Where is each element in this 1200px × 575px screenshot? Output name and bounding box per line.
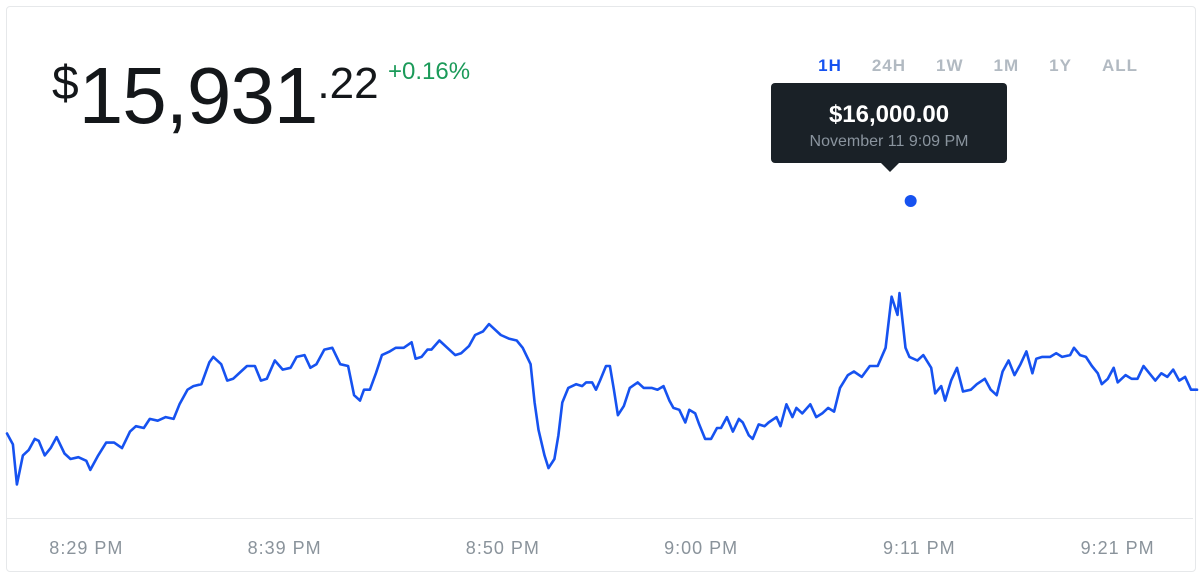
x-tick-label: 8:29 PM <box>49 538 124 558</box>
price-decimal: .22 <box>317 59 379 108</box>
price-change: +0.16% <box>388 58 471 85</box>
range-1y[interactable]: 1Y <box>1049 56 1072 75</box>
x-tick-label: 9:11 PM <box>882 538 956 558</box>
price-integer: 15,931 <box>78 51 319 140</box>
x-tick-label: 9:00 PM <box>664 538 739 558</box>
range-all[interactable]: ALL <box>1101 56 1138 75</box>
x-axis-line <box>7 518 1193 519</box>
tooltip-date: November 11 9:09 PM <box>809 133 969 150</box>
price-currency: $ <box>52 57 79 110</box>
x-tick-label: 8:50 PM <box>465 538 540 558</box>
time-range-selector: 1H 24H 1W 1M 1Y ALL <box>788 56 1138 76</box>
current-price: $15,931.22 <box>52 40 379 136</box>
range-1h[interactable]: 1H <box>818 56 842 75</box>
price-series-line <box>5 291 1199 486</box>
hover-point <box>904 195 917 207</box>
x-tick-label: 8:39 PM <box>247 538 322 558</box>
tooltip-value: $16,000.00 <box>828 101 950 128</box>
x-tick-label: 9:21 PM <box>1080 538 1155 558</box>
range-1m[interactable]: 1M <box>993 56 1020 75</box>
range-24h[interactable]: 24H <box>871 56 907 75</box>
range-1w[interactable]: 1W <box>936 56 964 75</box>
price-tooltip: $16,000.00 November 11 9:09 PM <box>771 83 1007 172</box>
